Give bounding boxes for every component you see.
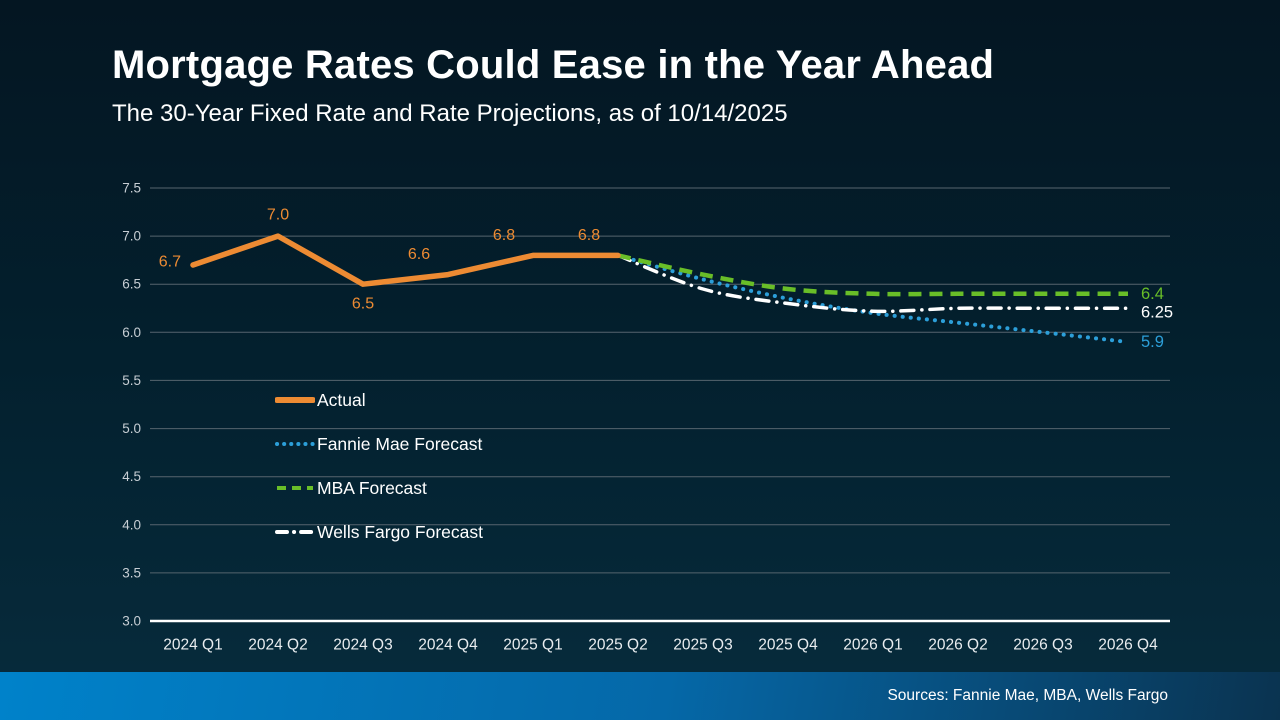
y-tick-label: 6.5 [122, 277, 141, 292]
y-tick-label: 3.5 [122, 565, 141, 580]
x-tick-label: 2025 Q4 [758, 637, 818, 654]
x-tick-label: 2026 Q2 [928, 637, 987, 654]
x-tick-label: 2025 Q3 [673, 637, 732, 654]
y-tick-label: 7.5 [122, 181, 141, 196]
series-end-label-wells-fargo-forecast: 6.25 [1141, 303, 1173, 321]
sources-text: Sources: Fannie Mae, MBA, Wells Fargo [887, 687, 1168, 704]
x-tick-label: 2026 Q1 [843, 637, 902, 654]
chart-subtitle: The 30-Year Fixed Rate and Rate Projecti… [112, 100, 788, 127]
point-label-actual: 6.6 [408, 246, 430, 263]
footer-bar: Sources: Fannie Mae, MBA, Wells Fargo [0, 672, 1280, 720]
chart-legend: Actual Fannie Mae Forecast MBA Forecast Wel… [275, 390, 483, 542]
chart-title: Mortgage Rates Could Ease in the Year Ah… [112, 43, 995, 87]
x-tick-label: 2024 Q3 [333, 637, 392, 654]
x-tick-label: 2026 Q4 [1098, 637, 1158, 654]
x-tick-label: 2025 Q1 [503, 637, 562, 654]
legend-item-wells-fargo-forecast: Wells Fargo Forecast [275, 522, 483, 542]
legend-item-fannie-mae-forecast: Fannie Mae Forecast [275, 434, 483, 454]
y-tick-label: 7.0 [122, 229, 141, 244]
y-tick-label: 6.0 [122, 325, 141, 340]
legend-sample-wells-fargo-forecast [275, 530, 315, 534]
series-end-label-fannie-mae-forecast: 5.9 [1141, 333, 1164, 351]
series-end-label-mba-forecast: 6.4 [1141, 285, 1164, 303]
x-tick-label: 2024 Q1 [163, 637, 222, 654]
series-line-mba-forecast [617, 253, 1128, 297]
legend-item-mba-forecast: MBA Forecast [275, 478, 483, 498]
series-line-wells-fargo-forecast [616, 253, 1130, 314]
series-line-actual [190, 233, 621, 287]
y-tick-label: 5.0 [122, 421, 141, 436]
legend-item-label: MBA Forecast [317, 477, 427, 498]
legend-item-label: Fannie Mae Forecast [317, 433, 483, 454]
point-label-actual: 6.8 [493, 227, 515, 244]
legend-sample-fannie-mae-forecast [275, 442, 315, 446]
point-label-actual: 6.8 [578, 227, 600, 244]
point-label-actual: 7.0 [267, 207, 289, 224]
chart-header: Mortgage Rates Could Ease in the Year Ah… [112, 44, 994, 127]
legend-item-label: Wells Fargo Forecast [317, 521, 483, 542]
x-tick-label: 2024 Q2 [248, 637, 307, 654]
y-tick-label: 4.0 [122, 517, 141, 532]
y-tick-label: 3.0 [122, 614, 141, 629]
point-label-actual: 6.5 [352, 296, 374, 313]
legend-item-label: Actual [317, 389, 366, 410]
series-line-fannie-mae-forecast [616, 253, 1130, 344]
y-tick-label: 5.5 [122, 373, 141, 388]
legend-sample-actual [275, 397, 315, 403]
y-tick-label: 4.5 [122, 469, 141, 484]
x-tick-label: 2025 Q2 [588, 637, 647, 654]
x-tick-label: 2026 Q3 [1013, 637, 1072, 654]
legend-sample-mba-forecast [277, 486, 313, 490]
point-label-actual: 6.7 [159, 254, 181, 271]
legend-item-actual: Actual [275, 390, 483, 410]
x-tick-label: 2024 Q4 [418, 637, 478, 654]
